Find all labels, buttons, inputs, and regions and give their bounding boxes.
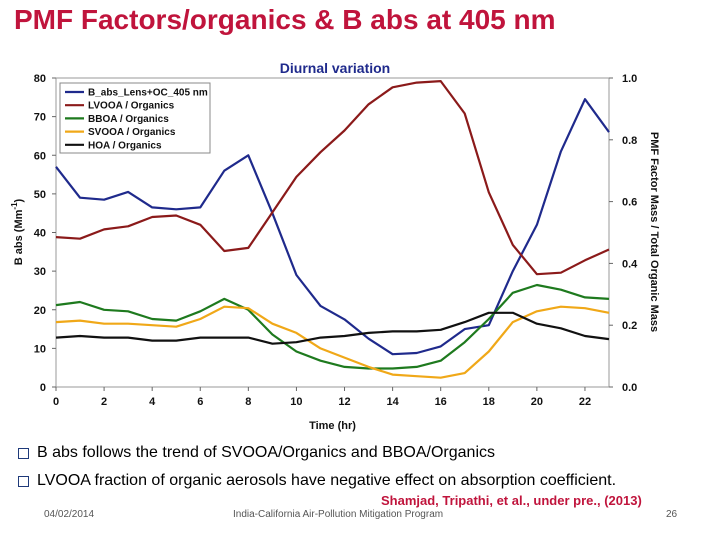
y2-tick-label: 0.4 <box>622 258 638 270</box>
y-tick-label: 0 <box>40 382 46 394</box>
y-tick-label: 10 <box>34 343 46 355</box>
y-tick-label: 80 <box>34 73 46 85</box>
x-tick-label: 4 <box>149 396 156 408</box>
x-tick-label: 14 <box>386 396 399 408</box>
y2-tick-label: 0.0 <box>622 382 637 394</box>
x-tick-label: 12 <box>338 396 350 408</box>
footer-date: 04/02/2014 <box>44 509 95 520</box>
footer-program: India-California Air-Pollution Mitigatio… <box>233 509 444 520</box>
chart-title: Diurnal variation <box>280 60 390 76</box>
series-line-1 <box>55 79 610 276</box>
x-tick-label: 0 <box>53 396 59 408</box>
x-tick-label: 18 <box>483 396 495 408</box>
x-tick-label: 20 <box>531 396 543 408</box>
y-axis-label: B abs (Mm-1) <box>10 198 25 265</box>
legend-label-1: LVOOA / Organics <box>88 101 175 112</box>
y-axis-label-sup: -1 <box>10 202 19 210</box>
y-tick-label: 40 <box>34 228 46 240</box>
bullet-2-text: LVOOA fraction of organic aerosols have … <box>37 472 617 489</box>
checkbox-bullet-icon <box>18 447 29 459</box>
y2-tick-label: 0.6 <box>622 197 637 209</box>
y-tick-label: 20 <box>34 305 46 317</box>
legend-label-4: HOA / Organics <box>88 140 162 151</box>
y-tick-label: 30 <box>34 266 46 278</box>
y-tick-label: 60 <box>34 150 46 162</box>
series-line-3 <box>55 305 610 379</box>
legend-label-0: B_abs_Lens+OC_405 nm <box>88 88 208 99</box>
legend-box <box>59 82 211 154</box>
checkbox-bullet-icon <box>18 475 29 487</box>
x-axis-label: Time (hr) <box>309 420 356 432</box>
slide-title: PMF Factors/organics & B abs at 405 nm <box>14 4 556 35</box>
y2-tick-label: 0.2 <box>622 320 637 332</box>
y2-axis-label: PMF Factor Mass / Total Organic Mass <box>648 132 660 332</box>
x-tick-label: 8 <box>245 396 251 408</box>
bullet-1: B abs follows the trend of SVOOA/Organic… <box>18 444 495 462</box>
y2-tick-label: 1.0 <box>622 73 637 85</box>
x-tick-label: 22 <box>579 396 591 408</box>
series-line-2 <box>55 283 610 370</box>
y-axis-label-close: ) <box>13 198 25 202</box>
series-line-4 <box>55 311 610 345</box>
bullet-2: LVOOA fraction of organic aerosols have … <box>18 472 616 490</box>
x-tick-label: 2 <box>101 396 107 408</box>
x-tick-label: 10 <box>290 396 302 408</box>
legend-label-3: SVOOA / Organics <box>88 127 176 138</box>
x-tick-label: 6 <box>197 396 203 408</box>
x-tick-label: 16 <box>435 396 447 408</box>
citation-credit: Shamjad, Tripathi, et al., under pre., (… <box>381 493 642 508</box>
legend-label-2: BBOA / Organics <box>88 114 169 125</box>
y-tick-label: 50 <box>34 189 46 201</box>
y-axis-label-main: B abs (Mm <box>13 209 25 265</box>
series-line-0 <box>55 98 610 356</box>
bullet-1-text: B abs follows the trend of SVOOA/Organic… <box>37 444 495 461</box>
diurnal-chart: 0 2 4 6 8 10 12 14 16 18 20 22 0 10 20 30 40 50 60 70 80 0.0 0… <box>10 60 660 432</box>
page-number: 26 <box>666 509 678 520</box>
y2-tick-label: 0.8 <box>622 135 637 147</box>
y-tick-label: 70 <box>34 112 46 124</box>
